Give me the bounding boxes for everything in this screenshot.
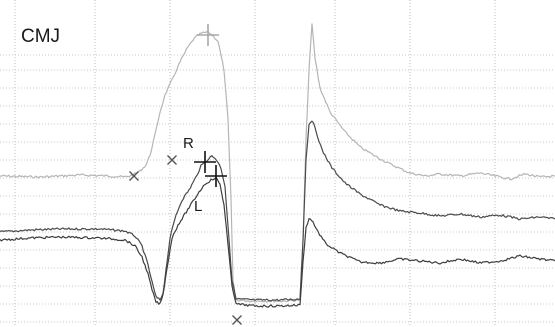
cross-marker-4 [194, 151, 216, 173]
chart-title: CMJ [21, 26, 61, 47]
annotation-r: R [183, 135, 194, 152]
x-marker-1 [167, 155, 177, 165]
annotation-l: L [194, 198, 203, 215]
x-marker-2 [232, 315, 242, 325]
x-marker-0 [129, 171, 139, 181]
cross-marker-3 [197, 24, 219, 46]
cross-marker-5 [205, 165, 227, 187]
series-line-0 [0, 23, 555, 303]
series-line-1 [0, 120, 555, 302]
series-line-2 [0, 176, 555, 308]
